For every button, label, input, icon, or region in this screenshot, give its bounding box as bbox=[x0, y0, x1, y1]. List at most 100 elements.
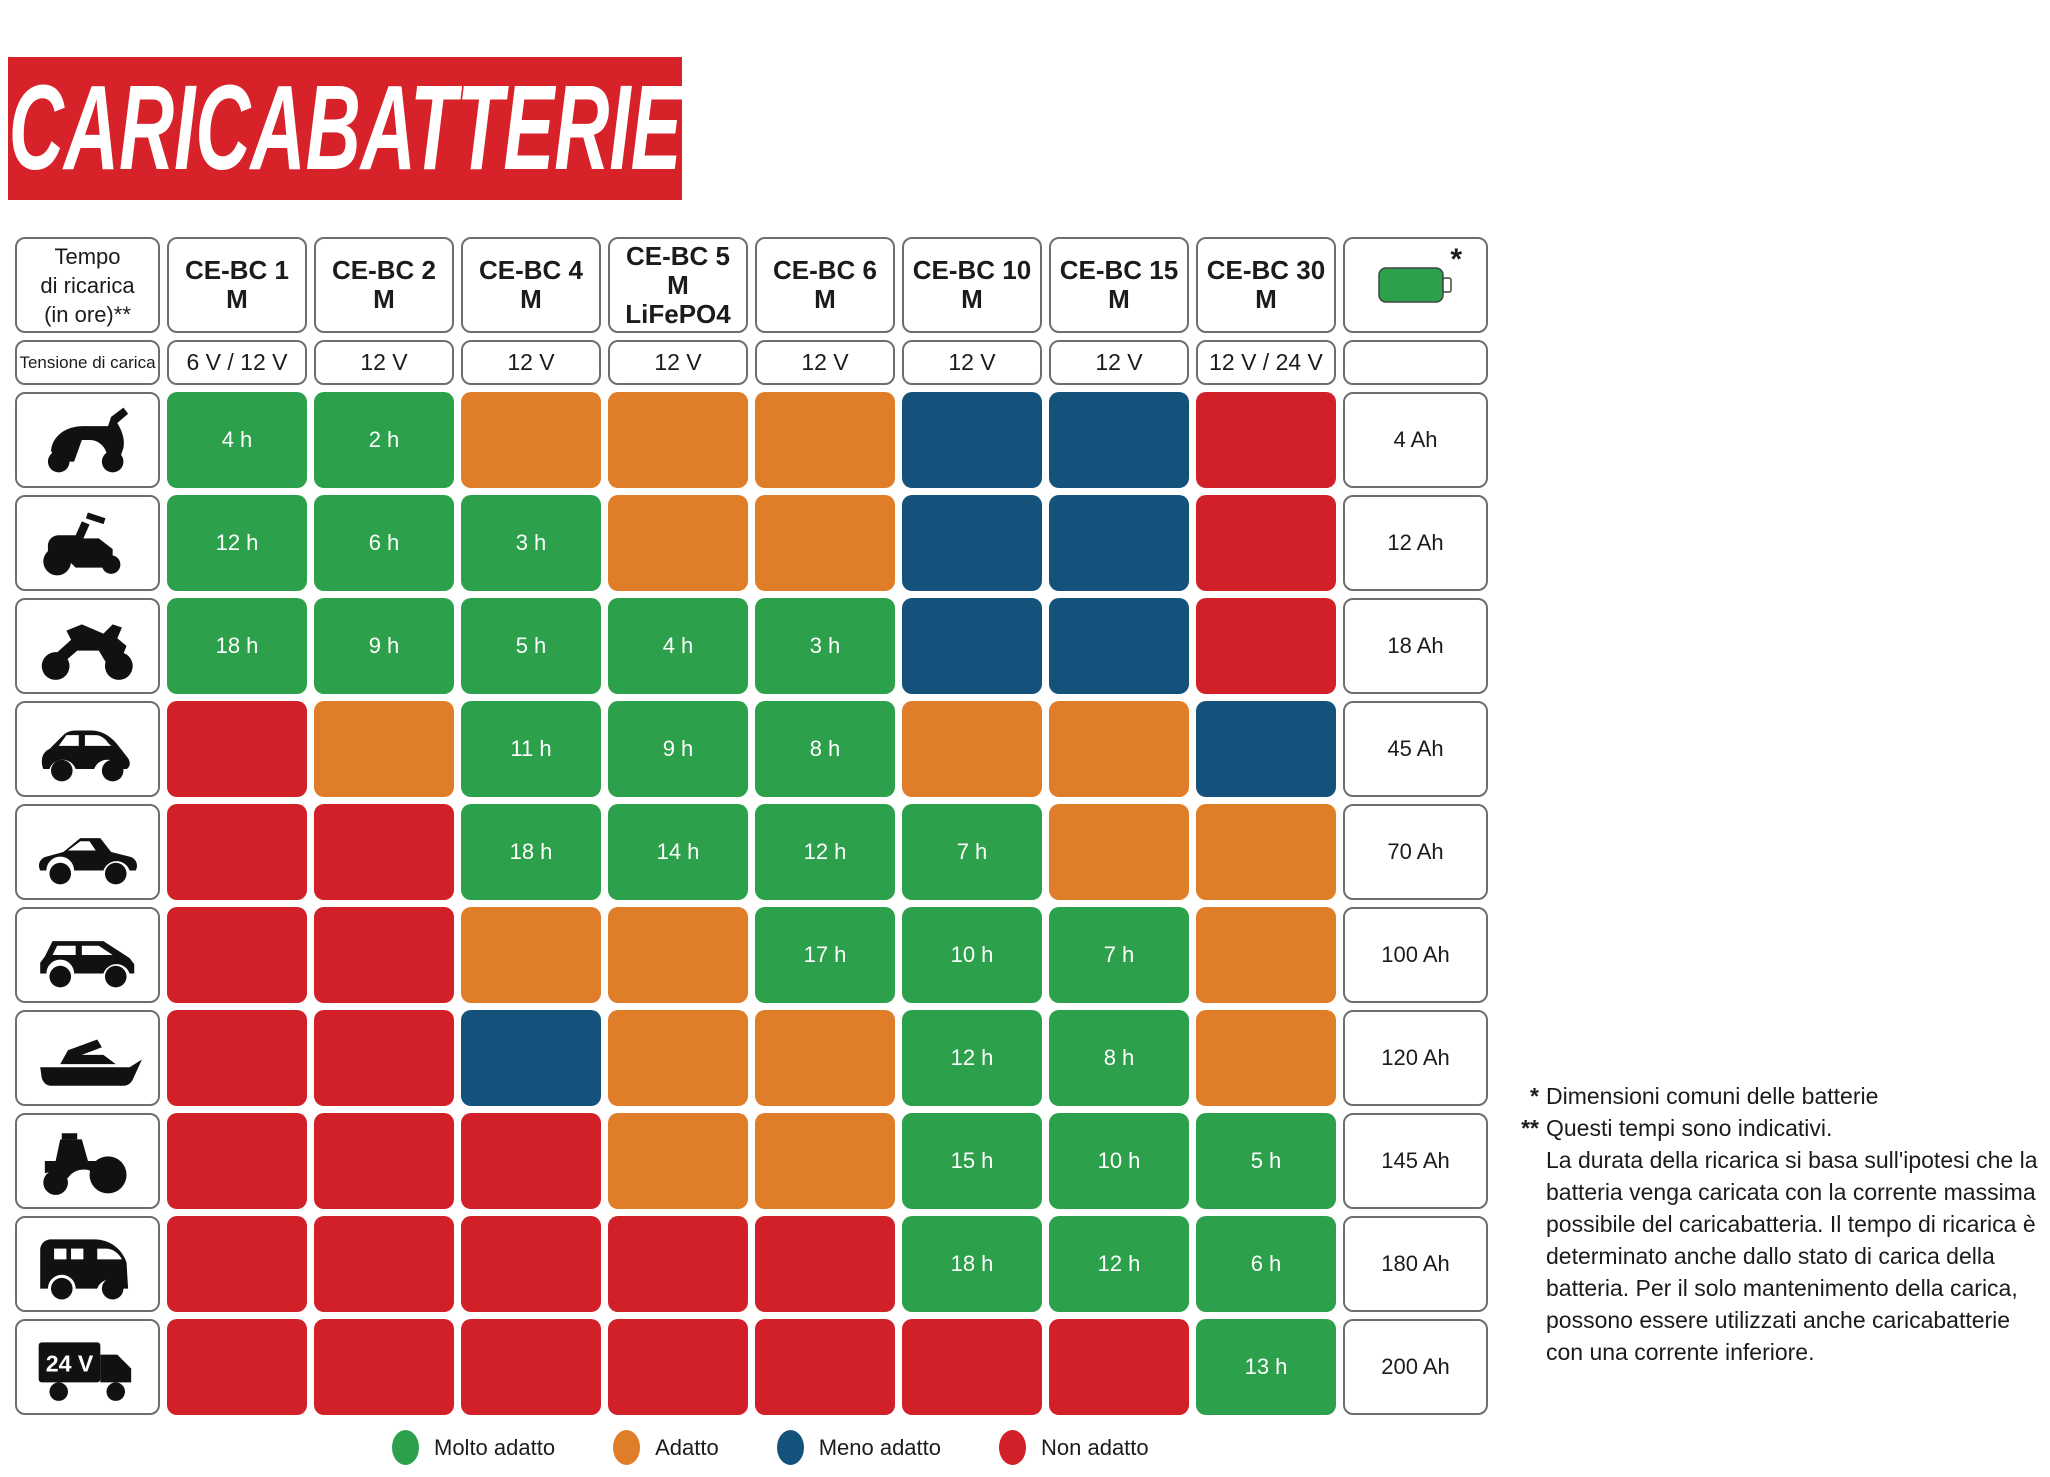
suitability-cell bbox=[1049, 495, 1189, 591]
suitability-cell bbox=[755, 392, 895, 488]
suitability-cell: 13 h bbox=[1196, 1319, 1336, 1415]
charger-name: CE-BC 10 M bbox=[912, 255, 1032, 314]
vehicle-cell bbox=[15, 1010, 160, 1106]
suitability-cell: 18 h bbox=[167, 598, 307, 694]
suitability-cell: 12 h bbox=[167, 495, 307, 591]
suitability-cell: 6 h bbox=[1196, 1216, 1336, 1312]
charge-time-label: 17 h bbox=[803, 942, 847, 967]
legend: Molto adatto Adatto Meno adatto Non adat… bbox=[392, 1430, 1149, 1465]
charger-name: CE-BC 1 M bbox=[184, 255, 289, 314]
vehicle-cell bbox=[15, 907, 160, 1003]
legend-dot-green bbox=[392, 1430, 419, 1465]
vehicle-cell bbox=[15, 701, 160, 797]
capacity-label: 120 Ah bbox=[1381, 1045, 1450, 1070]
suitability-cell bbox=[755, 1010, 895, 1106]
suitability-cell bbox=[608, 1010, 748, 1106]
suitability-cell bbox=[1049, 804, 1189, 900]
suitability-cell: 12 h bbox=[902, 1010, 1042, 1106]
charge-time-label: 12 h bbox=[215, 530, 259, 555]
suitability-cell bbox=[314, 1319, 454, 1415]
suitability-cell: 8 h bbox=[1049, 1010, 1189, 1106]
suitability-cell bbox=[314, 804, 454, 900]
suitability-cell bbox=[902, 392, 1042, 488]
footnote-star-text: Dimensioni comuni delle batterie bbox=[1546, 1083, 1879, 1109]
footnote-star-row: * Dimensioni comuni delle batterie bbox=[1505, 1080, 2045, 1112]
charge-time-label: 14 h bbox=[656, 839, 700, 864]
legend-item: Molto adatto bbox=[392, 1430, 555, 1465]
voltage-label-cell: Tensione di carica bbox=[15, 340, 160, 385]
charger-header-cell: CE-BC 10 M bbox=[902, 237, 1042, 333]
page-title: CARICABATTERIE bbox=[8, 60, 682, 196]
charger-header-cell: CE-BC 1 M bbox=[167, 237, 307, 333]
charger-name: CE-BC 5 M LiFePO4 bbox=[625, 240, 731, 329]
vehicle-cell bbox=[15, 392, 160, 488]
voltage-cell: 12 V bbox=[461, 340, 601, 385]
suitability-cell bbox=[755, 1319, 895, 1415]
suitability-cell bbox=[461, 1010, 601, 1106]
suitability-cell bbox=[167, 1113, 307, 1209]
camper-icon bbox=[39, 1239, 128, 1300]
capacity-cell: 4 Ah bbox=[1343, 392, 1488, 488]
capacity-label: 45 Ah bbox=[1387, 736, 1444, 761]
charge-time-label: 4 h bbox=[662, 633, 694, 658]
vehicle-cell bbox=[15, 1113, 160, 1209]
legend-label: Meno adatto bbox=[818, 1434, 941, 1460]
suitability-cell bbox=[1196, 804, 1336, 900]
vehicle-cell: 24 V bbox=[15, 1319, 160, 1415]
charge-time-label: 9 h bbox=[368, 633, 400, 658]
suitability-cell: 4 h bbox=[608, 598, 748, 694]
suitability-cell bbox=[608, 392, 748, 488]
charger-header-cell: CE-BC 2 M bbox=[314, 237, 454, 333]
charge-time-label: 10 h bbox=[1097, 1148, 1141, 1173]
capacity-cell: 70 Ah bbox=[1343, 804, 1488, 900]
suitability-cell: 11 h bbox=[461, 701, 601, 797]
suitability-cell: 18 h bbox=[461, 804, 601, 900]
vehicle-cell bbox=[15, 1216, 160, 1312]
suitability-cell bbox=[167, 701, 307, 797]
voltage-value: 12 V bbox=[507, 349, 555, 375]
suitability-cell: 12 h bbox=[755, 804, 895, 900]
suitability-cell bbox=[1196, 392, 1336, 488]
suitability-cell bbox=[902, 495, 1042, 591]
charger-header-cell: CE-BC 5 M LiFePO4 bbox=[608, 237, 748, 333]
vehicle-cell bbox=[15, 495, 160, 591]
suitability-cell bbox=[461, 1113, 601, 1209]
charger-header-cell: CE-BC 6 M bbox=[755, 237, 895, 333]
suitability-cell bbox=[1196, 495, 1336, 591]
suitability-cell bbox=[314, 1113, 454, 1209]
suitability-cell: 7 h bbox=[1049, 907, 1189, 1003]
suitability-cell bbox=[1196, 1010, 1336, 1106]
charge-time-label: 7 h bbox=[1103, 942, 1135, 967]
capacity-label: 70 Ah bbox=[1387, 839, 1444, 864]
capacity-cell: 45 Ah bbox=[1343, 701, 1488, 797]
suitability-cell bbox=[755, 1113, 895, 1209]
voltage-value: 12 V bbox=[654, 349, 702, 375]
title-banner: CARICABATTERIE bbox=[8, 57, 682, 200]
legend-item: Adatto bbox=[613, 1430, 719, 1465]
suitability-cell bbox=[1196, 701, 1336, 797]
capacity-label: 145 Ah bbox=[1381, 1148, 1450, 1173]
suitability-cell bbox=[314, 907, 454, 1003]
suitability-cell: 17 h bbox=[755, 907, 895, 1003]
suitability-cell bbox=[167, 1216, 307, 1312]
charger-header-cell: CE-BC 4 M bbox=[461, 237, 601, 333]
footnote-star-mark: * bbox=[1530, 1083, 1539, 1109]
scooter-icon bbox=[47, 407, 128, 473]
voltage-cell: 12 V bbox=[755, 340, 895, 385]
footnote-double-star-row: ** Questi tempi sono indicativi. La dura… bbox=[1505, 1112, 2045, 1368]
suitability-cell bbox=[1196, 907, 1336, 1003]
capacity-label: 180 Ah bbox=[1381, 1251, 1450, 1276]
suitability-cell: 4 h bbox=[167, 392, 307, 488]
charger-header-cell: CE-BC 30 M bbox=[1196, 237, 1336, 333]
suitability-cell bbox=[314, 701, 454, 797]
suitability-cell bbox=[314, 1010, 454, 1106]
battery-asterisk: * bbox=[1450, 243, 1462, 276]
legend-label: Non adatto bbox=[1041, 1434, 1149, 1460]
suitability-cell bbox=[461, 907, 601, 1003]
charge-time-label: 8 h bbox=[809, 736, 841, 761]
charge-time-label: 4 h bbox=[221, 427, 253, 452]
charge-time-label: 11 h bbox=[510, 736, 552, 761]
suitability-cell bbox=[167, 1010, 307, 1106]
suitability-cell: 6 h bbox=[314, 495, 454, 591]
suitability-cell bbox=[167, 804, 307, 900]
